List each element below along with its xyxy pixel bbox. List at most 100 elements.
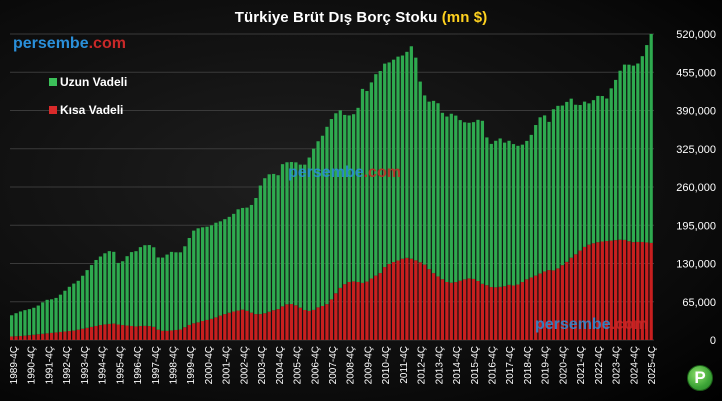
legend-label: Kısa Vadeli (60, 103, 124, 117)
bar-long-term (383, 63, 387, 268)
bar-short-term (98, 325, 103, 340)
x-tick-label: 2005-4Ç (293, 346, 304, 384)
bar-long-term (183, 246, 187, 328)
watermark-text: persembe (288, 164, 364, 181)
bar-short-term (494, 287, 498, 340)
bar-long-term (538, 117, 542, 274)
bar-short-term (147, 326, 151, 340)
bar-long-term (94, 259, 98, 326)
bar-long-term (369, 82, 373, 279)
bar-long-term (449, 113, 453, 283)
bar-long-term (18, 311, 23, 336)
legend-label: Uzun Vadeli (60, 75, 128, 89)
bar-short-term (565, 261, 569, 340)
bar-short-term (614, 240, 618, 341)
bar-long-term (356, 107, 360, 282)
bar-long-term (27, 309, 32, 336)
bar-long-term (409, 46, 413, 259)
bar-short-term (343, 284, 347, 340)
bar-short-term (334, 293, 338, 340)
bar-long-term (329, 119, 334, 300)
bar-long-term (476, 119, 480, 282)
bar-long-term (587, 103, 591, 245)
bar-short-term (280, 306, 285, 340)
bar-short-term (156, 329, 160, 340)
bar-short-term (400, 258, 405, 340)
bar-short-term (200, 321, 205, 340)
bar-long-term (205, 226, 209, 320)
x-tick-label: 1991-4Ç (44, 346, 55, 384)
bar-long-term (165, 254, 169, 331)
bar-long-term (454, 115, 458, 283)
bar-short-term (85, 327, 89, 340)
bar-short-term (49, 332, 54, 340)
bar-long-term (351, 114, 356, 282)
bar-short-term (76, 329, 80, 340)
bar-long-term (54, 297, 58, 333)
bar-short-term (134, 326, 138, 340)
bar-long-term (196, 228, 200, 323)
x-tick-label: 2007-4Ç (328, 346, 339, 384)
bar-long-term (347, 115, 351, 282)
bar-short-term (152, 326, 156, 340)
bar-long-term (436, 103, 440, 277)
bar-long-term (640, 56, 644, 242)
bar-long-term (600, 96, 604, 242)
bar-long-term (298, 164, 302, 308)
bar-long-term (622, 64, 627, 240)
bar-short-term (609, 240, 613, 340)
y-tick-label: 65,000 (682, 297, 716, 309)
watermark-domain: .com (363, 164, 401, 181)
legend-item-short-term: Kısa Vadeli (49, 102, 127, 118)
bar-long-term (289, 162, 294, 305)
bar-long-term (547, 121, 551, 271)
bar-short-term (618, 239, 622, 340)
bar-short-term (640, 241, 644, 340)
bar-long-term (498, 138, 502, 287)
bar-long-term (418, 81, 422, 263)
bar-short-term (427, 269, 431, 340)
x-tick-label: 2011-4Ç (399, 346, 410, 384)
bar-short-term (556, 268, 560, 340)
bar-short-term (196, 322, 200, 340)
bar-long-term (431, 100, 436, 274)
bar-long-term (374, 74, 378, 276)
bar-long-term (32, 307, 36, 335)
bar-short-term (89, 326, 94, 340)
bar-long-term (147, 245, 151, 327)
bar-short-term (298, 307, 302, 340)
bar-short-term (351, 281, 356, 340)
bar-long-term (258, 185, 262, 315)
x-tick-label: 2016-4Ç (488, 346, 499, 384)
bar-long-term (511, 144, 516, 286)
bar-long-term (387, 62, 391, 264)
bar-short-term (542, 271, 547, 340)
bar-short-term (396, 260, 400, 340)
bar-long-term (223, 219, 227, 315)
bar-short-term (272, 310, 276, 340)
bar-short-term (511, 285, 516, 340)
x-tick-label: 2024-4Ç (629, 346, 640, 384)
bar-short-term (236, 310, 240, 340)
bar-short-term (596, 242, 600, 340)
bar-short-term (414, 260, 418, 340)
bar-short-term (192, 323, 196, 340)
bar-short-term (360, 282, 365, 340)
y-tick-label: 325,000 (676, 144, 716, 156)
bar-short-term (480, 283, 485, 340)
watermark-domain: .com (610, 316, 648, 333)
x-tick-label: 2012-4Ç (417, 346, 428, 384)
chart-title: Türkiye Brüt Dış Borç Stoku (mn $) (0, 9, 722, 26)
bar-long-term (591, 100, 596, 244)
bar-long-term (605, 98, 609, 242)
brand-logo-icon[interactable]: P (687, 365, 713, 391)
bar-long-term (565, 101, 569, 262)
bar-long-term (232, 213, 236, 312)
bar-short-term (507, 284, 511, 340)
bar-short-term (294, 305, 298, 340)
bar-short-term (436, 276, 440, 340)
watermark-text: persembe (13, 35, 89, 52)
bar-short-term (538, 273, 542, 340)
bar-long-term (649, 34, 653, 243)
